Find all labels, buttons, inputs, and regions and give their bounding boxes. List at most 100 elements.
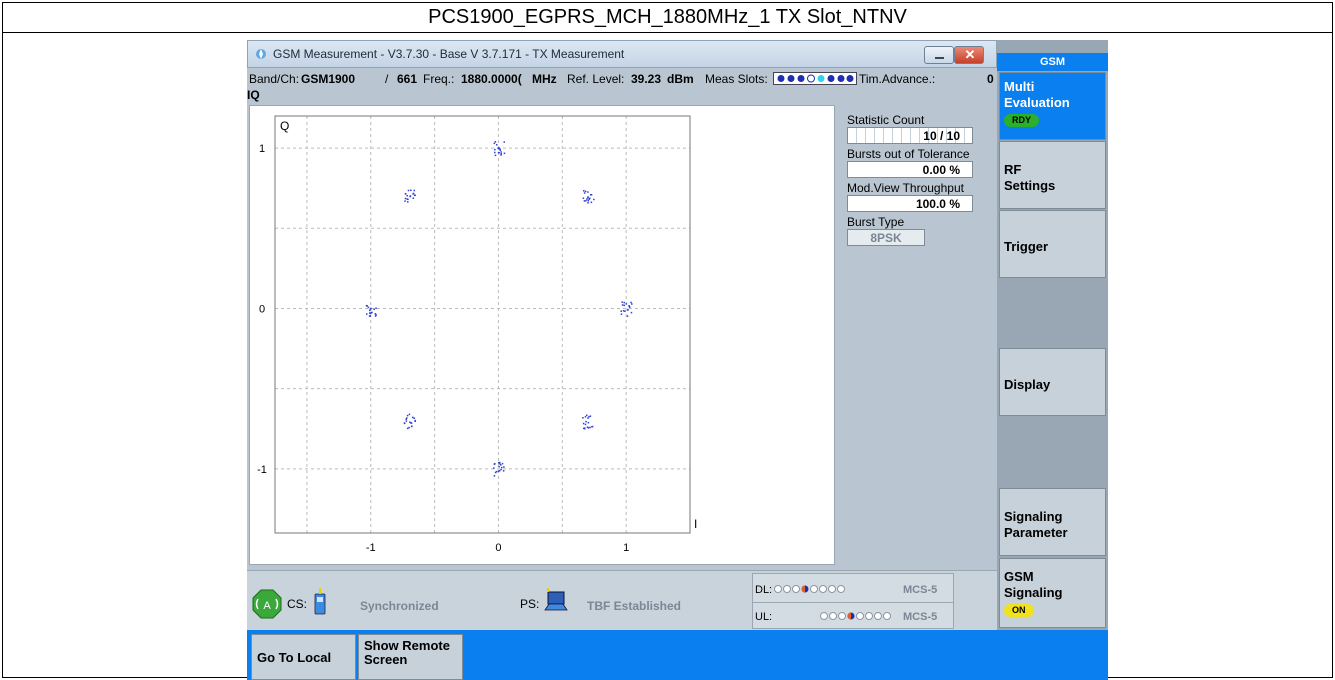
iq-point <box>621 301 623 303</box>
iq-point <box>630 311 633 314</box>
iq-point <box>587 191 589 193</box>
display-button[interactable]: Display <box>999 348 1106 416</box>
iq-point <box>500 153 502 155</box>
iq-point <box>404 200 406 202</box>
iq-point <box>365 304 368 307</box>
iq-point <box>412 192 415 195</box>
iq-point <box>583 192 586 194</box>
bottom-softkey-bar: Go To Local Show Remote Screen <box>247 630 1108 680</box>
plot-area-border <box>274 115 691 534</box>
iq-point <box>587 200 590 202</box>
iq-point <box>590 193 593 196</box>
iq-point <box>621 304 624 306</box>
x-tick-label: 0 <box>495 542 501 554</box>
signaling-parameter-button[interactable]: Signaling Parameter <box>999 488 1106 556</box>
svg-text:A: A <box>263 600 271 612</box>
band-label: Band/Ch: <box>249 72 300 86</box>
iq-point <box>411 425 413 428</box>
iq-point <box>404 193 407 195</box>
iq-point <box>371 311 373 314</box>
iq-point <box>589 415 592 417</box>
iq-point <box>589 194 592 196</box>
gsm-measurement-screen: GSM Measurement - V3.7.30 - Base V 3.7.1… <box>247 40 1108 680</box>
iq-point <box>587 427 590 429</box>
iq-point <box>585 414 588 417</box>
bursts-out-of-tolerance-value: 0.00 % <box>847 161 973 178</box>
iq-point <box>408 426 410 429</box>
app-logo-icon <box>256 49 266 59</box>
iq-point <box>497 462 500 464</box>
iq-point <box>413 417 415 420</box>
plot-grid <box>275 116 690 533</box>
gsm-signaling-button[interactable]: GSM Signaling ON <box>999 558 1106 628</box>
iq-point <box>502 470 505 472</box>
iq-point <box>588 415 590 418</box>
dl-slots-indicator <box>774 585 845 593</box>
iq-point <box>494 463 496 465</box>
softkey-sidebar: GSM Multi Evaluation RDY RF Settings Tri… <box>997 40 1108 630</box>
trigger-button[interactable]: Trigger <box>999 210 1106 278</box>
iq-point <box>493 142 496 145</box>
signaling-parameter-label-2: Parameter <box>1004 525 1068 540</box>
iq-point <box>503 152 506 155</box>
iq-point <box>628 305 631 308</box>
iq-point <box>500 468 502 471</box>
iq-point <box>494 148 496 151</box>
iq-point <box>374 315 377 317</box>
iq-point <box>370 307 372 310</box>
rf-settings-label-2: Settings <box>1004 178 1056 193</box>
rf-settings-button[interactable]: RF Settings <box>999 141 1106 209</box>
iq-scatter-svg: -1 0 1 1 0 -1 Q I <box>257 115 697 554</box>
iq-point <box>493 475 496 477</box>
iq-point <box>366 305 368 307</box>
iq-point <box>628 306 631 308</box>
iq-point <box>407 189 410 192</box>
close-button[interactable]: ✕ <box>954 46 984 64</box>
y-tick-label: 1 <box>259 143 265 155</box>
iq-point <box>587 202 589 204</box>
iq-point <box>585 199 587 202</box>
dl-mcs: MCS-5 <box>903 584 938 596</box>
multi-evaluation-button[interactable]: Multi Evaluation RDY <box>999 72 1106 140</box>
iq-point <box>587 417 589 419</box>
iq-point <box>494 151 496 154</box>
empty-softkey-1 <box>999 279 1106 347</box>
iq-point <box>410 189 412 191</box>
iq-point <box>494 154 497 157</box>
meas-slots-label: Meas Slots: <box>705 72 768 86</box>
statistic-count-label: Statistic Count <box>847 113 925 127</box>
iq-point <box>374 313 377 315</box>
figure-caption: PCS1900_EGPRS_MCH_1880MHz_1 TX Slot_NTNV <box>2 2 1333 33</box>
freq-label: Freq.: <box>423 72 455 86</box>
iq-point <box>500 151 502 153</box>
iq-point <box>497 470 500 473</box>
dl-row: DL: MCS-5 <box>753 574 953 601</box>
signaling-parameter-label-1: Signaling <box>1004 509 1063 524</box>
burst-type-value: 8PSK <box>847 229 925 246</box>
go-to-local-button[interactable]: Go To Local <box>251 634 356 680</box>
y-tick-label: 0 <box>259 303 265 315</box>
iq-point <box>584 423 587 426</box>
iq-point <box>409 195 411 198</box>
iq-point <box>582 422 585 425</box>
go-to-local-label: Go To Local <box>257 650 332 665</box>
iq-point <box>414 420 416 423</box>
iq-point <box>500 154 502 156</box>
ul-row: UL: MCS-5 <box>753 602 953 630</box>
sidebar-header: GSM <box>997 53 1108 71</box>
burst-type-label: Burst Type <box>847 215 905 229</box>
y-tick-label: -1 <box>257 464 267 476</box>
iq-point <box>497 147 500 149</box>
iq-point <box>408 413 411 416</box>
freq-unit: MHz <box>532 72 557 86</box>
iq-point <box>493 467 495 469</box>
iq-point <box>406 417 408 419</box>
iq-point <box>624 310 626 313</box>
iq-point <box>593 198 595 201</box>
ref-level-label: Ref. Level: <box>567 72 625 86</box>
bursts-out-of-tolerance-label: Bursts out of Tolerance <box>847 147 970 161</box>
iq-point <box>583 200 586 202</box>
iq-point <box>497 151 500 154</box>
minimize-button[interactable] <box>924 46 954 64</box>
show-remote-screen-button[interactable]: Show Remote Screen <box>358 634 463 680</box>
